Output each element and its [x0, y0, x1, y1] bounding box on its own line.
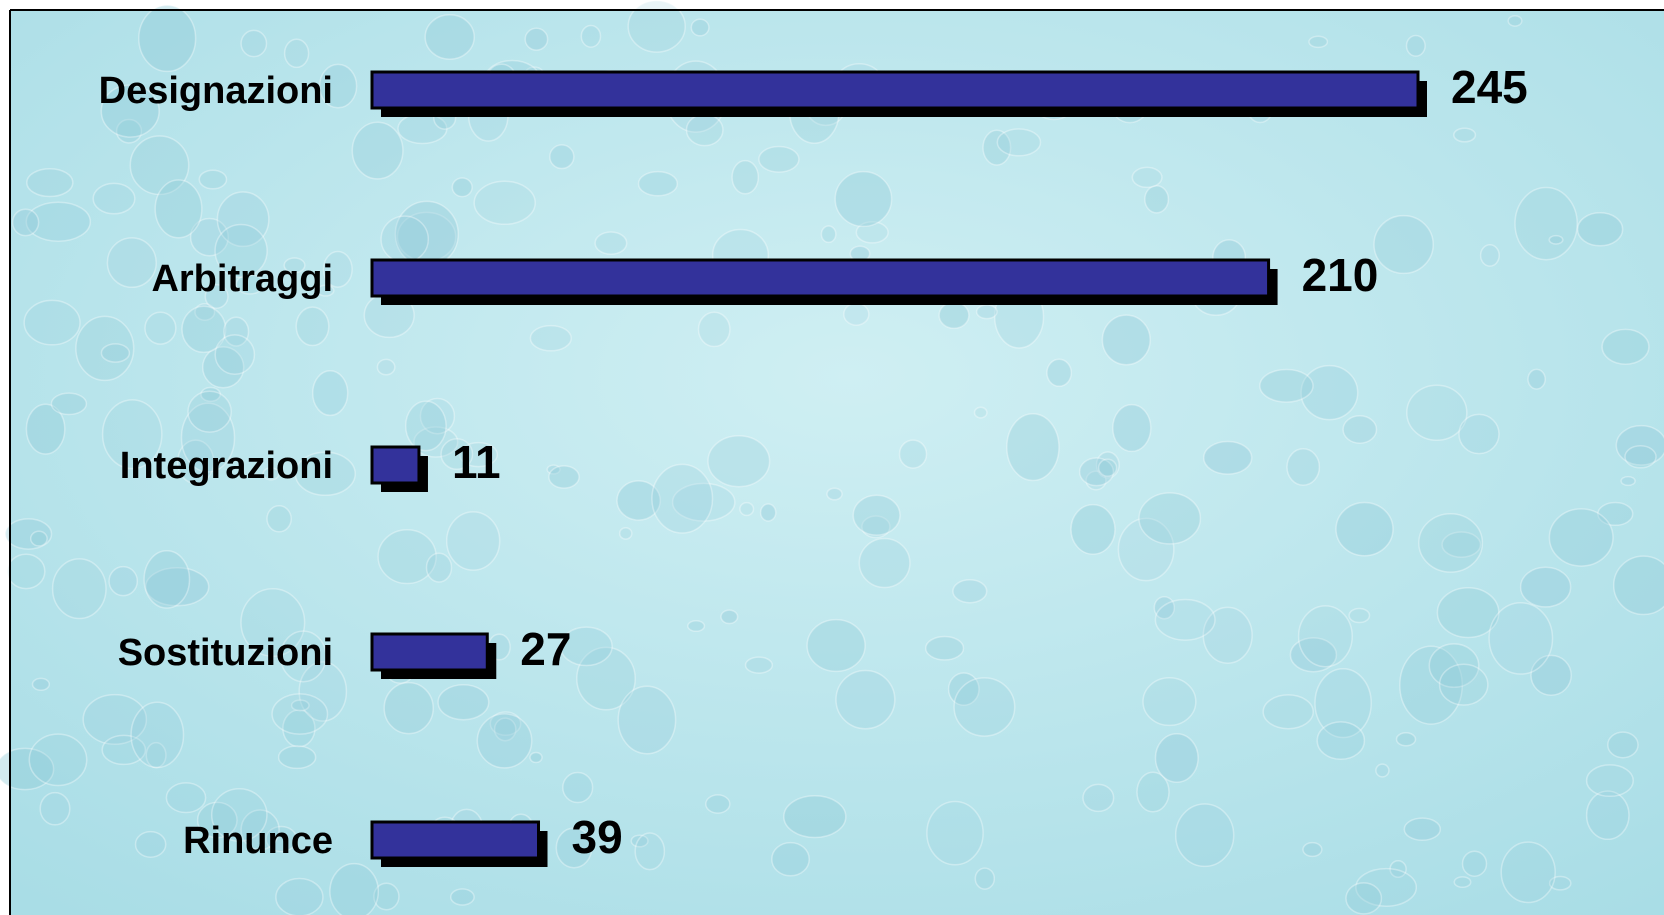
- chart-background: [10, 10, 1664, 915]
- bar-designazioni: [370, 70, 1420, 110]
- data-label: 11: [452, 436, 501, 488]
- category-label: Integrazioni: [120, 445, 333, 487]
- data-label: 27: [520, 623, 571, 675]
- category-label: Rinunce: [183, 820, 333, 862]
- data-label: 245: [1451, 61, 1528, 113]
- data-label: 210: [1302, 249, 1379, 301]
- bar-sostituzioni: [370, 632, 489, 672]
- category-label: Sostituzioni: [118, 632, 333, 674]
- bars-layer: Designazioni 245 Arbitraggi 210 Integrazioni…: [99, 61, 1528, 867]
- bar-integrazioni: [370, 445, 421, 485]
- category-label: Arbitraggi: [151, 258, 333, 300]
- bar-rinunce: [370, 820, 541, 860]
- data-label: 39: [572, 811, 623, 863]
- category-label: Designazioni: [99, 70, 333, 112]
- bar-arbitraggi: [370, 258, 1271, 298]
